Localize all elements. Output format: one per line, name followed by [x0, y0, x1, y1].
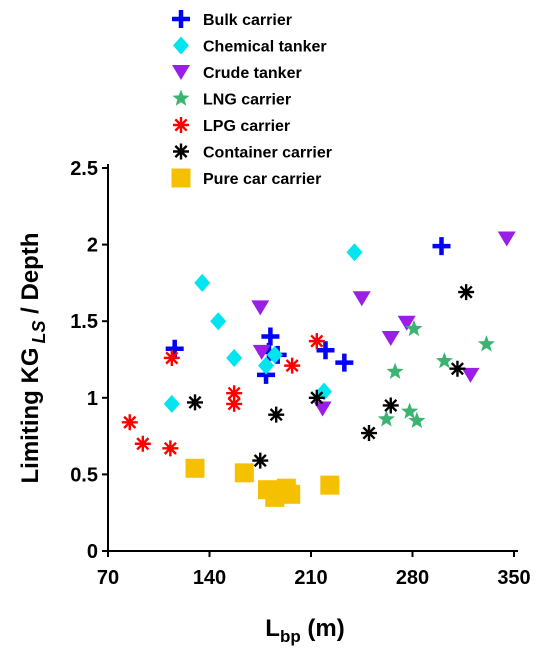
series-pure-car-carrier — [185, 458, 340, 507]
data-point-crude-tanker — [381, 331, 400, 347]
data-point-crude-tanker — [461, 367, 480, 383]
legend-item-lng-carrier: LNG carrier — [172, 89, 291, 109]
legend-label: LPG carrier — [203, 118, 290, 135]
legend-item-crude-tanker: Crude tanker — [172, 65, 302, 82]
series-crude-tanker — [251, 231, 516, 417]
legend-marker-pure-car-carrier — [171, 168, 191, 188]
data-point-crude-tanker — [497, 231, 516, 247]
data-point-lpg-carrier — [284, 357, 301, 374]
x-tick-label: 210 — [294, 567, 327, 589]
data-point-bulk-carrier — [261, 327, 280, 346]
legend-marker-lng-carrier — [172, 89, 190, 106]
y-tick-label: 1.5 — [70, 311, 98, 333]
y-tick-label: 0.5 — [70, 464, 98, 486]
data-point-lpg-carrier — [226, 395, 243, 412]
series-bulk-carrier — [165, 237, 451, 384]
data-point-lpg-carrier — [308, 333, 325, 350]
legend-item-chemical-tanker: Chemical tanker — [173, 36, 327, 56]
x-axis-title: Lbp (m) — [265, 615, 344, 646]
legend: Bulk carrier Chemical tanker Crude tanker L… — [171, 10, 332, 188]
data-point-bulk-carrier — [432, 237, 451, 256]
data-point-crude-tanker — [252, 344, 271, 360]
series-lng-carrier — [377, 319, 496, 429]
legend-item-pure-car-carrier: Pure car carrier — [171, 168, 321, 188]
data-point-pure-car-carrier — [281, 484, 301, 504]
data-point-lpg-carrier — [226, 385, 243, 402]
y-axis-title: Limiting KGLS / Depth — [17, 233, 49, 484]
y-tick-label: 0 — [87, 541, 98, 563]
data-point-bulk-carrier — [316, 341, 335, 360]
data-point-lng-carrier — [377, 410, 395, 427]
data-point-pure-car-carrier — [234, 463, 254, 483]
data-point-lng-carrier — [405, 319, 423, 337]
x-tick-label: 350 — [497, 567, 530, 589]
data-point-container-carrier — [361, 425, 377, 442]
x-tick-label: 140 — [193, 567, 226, 589]
tick-labels: 70 140 210 280 350 0 0.5 1 1.5 2 2.5 — [70, 158, 531, 589]
data-point-pure-car-carrier — [185, 458, 205, 478]
legend-marker-crude-tanker — [172, 65, 190, 80]
data-point-crude-tanker — [313, 401, 332, 417]
data-point-lpg-carrier — [163, 349, 180, 366]
series-container-carrier — [187, 284, 475, 469]
data-points — [121, 231, 516, 507]
axes — [102, 164, 518, 557]
data-point-container-carrier — [308, 389, 325, 406]
data-point-pure-car-carrier — [320, 475, 340, 495]
data-point-chemical-tanker — [346, 243, 363, 262]
data-point-container-carrier — [458, 284, 475, 301]
series-lpg-carrier — [121, 333, 325, 457]
legend-label: Bulk carrier — [203, 12, 292, 29]
data-point-lng-carrier — [401, 402, 419, 419]
legend-marker-container-carrier — [173, 143, 189, 160]
data-point-lpg-carrier — [121, 414, 138, 431]
legend-item-lpg-carrier: LPG carrier — [173, 117, 290, 135]
legend-label: Pure car carrier — [203, 171, 321, 188]
legend-item-container-carrier: Container carrier — [173, 143, 332, 162]
y-tick-label: 2 — [87, 235, 98, 257]
y-tick-label: 1 — [87, 388, 98, 410]
legend-label: Crude tanker — [203, 65, 302, 82]
data-point-bulk-carrier — [335, 353, 354, 372]
legend-item-bulk-carrier: Bulk carrier — [172, 10, 292, 29]
data-point-container-carrier — [252, 452, 269, 469]
data-point-crude-tanker — [397, 315, 416, 331]
data-point-chemical-tanker — [258, 356, 275, 375]
legend-marker-chemical-tanker — [173, 36, 189, 55]
data-point-chemical-tanker — [163, 394, 180, 413]
series-chemical-tanker — [163, 243, 363, 413]
data-point-lng-carrier — [386, 362, 404, 380]
legend-label: Container carrier — [203, 145, 332, 162]
y-tick-label: 2.5 — [70, 158, 98, 180]
data-point-chemical-tanker — [194, 273, 211, 292]
data-point-container-carrier — [382, 397, 399, 414]
data-point-lng-carrier — [408, 411, 426, 429]
x-tick-label: 280 — [396, 567, 429, 589]
legend-label: Chemical tanker — [203, 39, 327, 56]
data-point-chemical-tanker — [226, 348, 243, 367]
data-point-lpg-carrier — [134, 435, 151, 452]
data-point-container-carrier — [268, 406, 285, 423]
legend-marker-bulk-carrier — [172, 10, 190, 28]
data-point-lpg-carrier — [162, 440, 179, 457]
data-point-crude-tanker — [251, 300, 270, 316]
data-point-chemical-tanker — [210, 312, 227, 331]
data-point-lng-carrier — [477, 335, 496, 352]
legend-marker-lpg-carrier — [173, 117, 189, 133]
data-point-container-carrier — [449, 360, 466, 377]
data-point-chemical-tanker — [266, 345, 283, 364]
data-point-container-carrier — [187, 394, 203, 411]
legend-label: LNG carrier — [203, 92, 291, 109]
data-point-lng-carrier — [435, 352, 453, 369]
data-point-crude-tanker — [352, 291, 371, 307]
x-tick-label: 70 — [97, 567, 119, 589]
